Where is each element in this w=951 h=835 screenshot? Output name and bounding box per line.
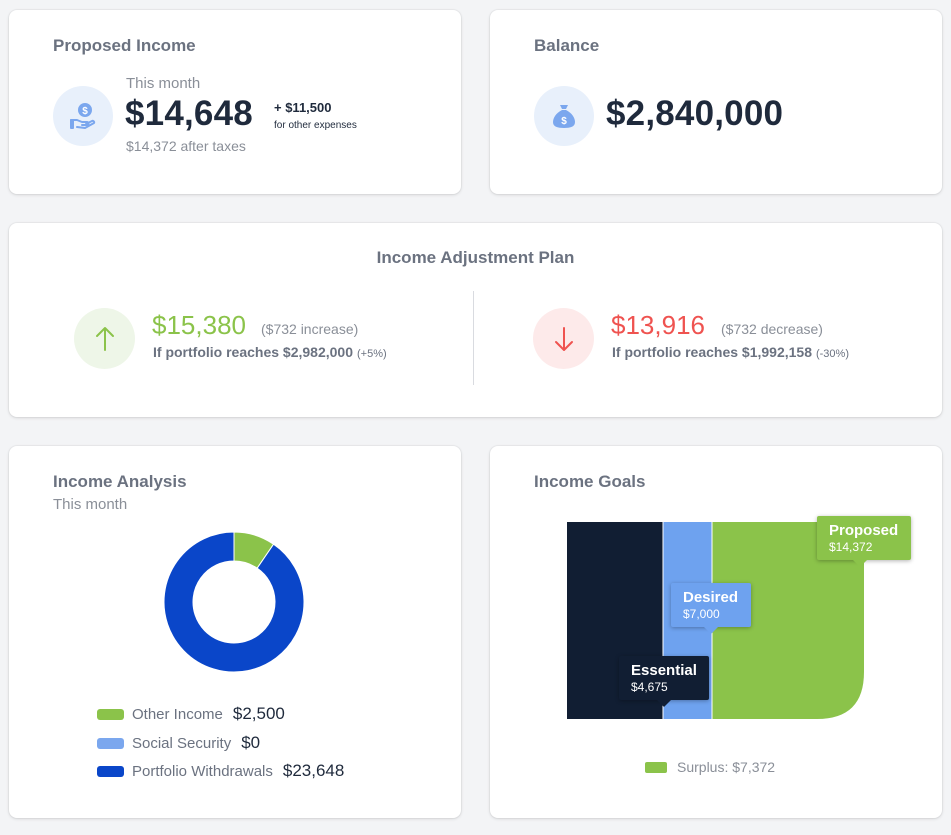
decrease-amount: $13,916 xyxy=(611,310,705,340)
period-label: This month xyxy=(126,75,201,92)
increase-pct: (+5%) xyxy=(356,348,387,360)
decrease-change: ($732 decrease) xyxy=(721,321,823,337)
increase-condition: If portfolio reaches $2,982,000 (+5%) xyxy=(153,344,387,360)
income-adjustment-card: Income Adjustment Plan $15,380 ($732 inc… xyxy=(9,223,942,417)
income-analysis-subtitle: This month xyxy=(53,496,128,513)
money-bag-icon: $ xyxy=(534,86,594,146)
balance-amount: $2,840,000 xyxy=(606,94,784,133)
legend-value: $2,500 xyxy=(232,704,285,723)
surplus-legend: Surplus: $7,372 xyxy=(645,759,775,775)
arrow-down-icon xyxy=(533,308,594,369)
donut-slice-portfolio-withdrawals xyxy=(164,532,304,672)
essential-tooltip: Essential $4,675 xyxy=(619,656,709,707)
proposed-income-title: Proposed Income xyxy=(53,36,196,55)
after-taxes: $14,372 after taxes xyxy=(126,138,246,154)
legend-value: $23,648 xyxy=(282,761,345,780)
adjustment-plan-title: Income Adjustment Plan xyxy=(376,248,575,267)
legend-item-social-security: Social Security $0 xyxy=(97,732,260,754)
desired-tooltip: Desired $7,000 xyxy=(671,583,751,634)
balance-title: Balance xyxy=(534,36,600,55)
desired-tooltip-label: Desired xyxy=(683,589,739,606)
legend-swatch-social-security xyxy=(97,737,124,749)
svg-text:$: $ xyxy=(561,116,567,127)
legend-label: Portfolio Withdrawals xyxy=(132,762,273,780)
svg-text:$: $ xyxy=(82,106,88,117)
decrease-pct: (-30%) xyxy=(815,348,849,360)
proposed-income-card: Proposed Income $ This month $14,648 + $… xyxy=(9,10,461,194)
surplus-swatch xyxy=(645,761,667,773)
legend-label: Social Security xyxy=(132,734,232,752)
essential-tooltip-label: Essential xyxy=(631,662,697,679)
legend-label: Other Income xyxy=(132,705,223,723)
proposed-bar xyxy=(712,522,864,719)
proposed-tooltip-label: Proposed xyxy=(829,522,899,539)
extra-amount: + $11,500 xyxy=(274,100,332,115)
income-analysis-title: Income Analysis xyxy=(53,472,187,491)
legend-swatch-portfolio-withdrawals xyxy=(97,765,124,777)
increase-amount: $15,380 xyxy=(152,310,246,340)
desired-tooltip-value: $7,000 xyxy=(683,607,720,621)
increase-condition-text: If portfolio reaches $2,982,000 xyxy=(153,344,353,360)
legend-item-portfolio-withdrawals: Portfolio Withdrawals $23,648 xyxy=(97,760,344,782)
arrow-up-icon xyxy=(74,308,135,369)
increase-change: ($732 increase) xyxy=(261,321,359,337)
legend-value: $0 xyxy=(241,733,261,752)
proposed-tooltip-value: $14,372 xyxy=(829,540,873,554)
decrease-condition-text: If portfolio reaches $1,992,158 xyxy=(612,344,812,360)
adjustment-divider xyxy=(473,291,474,385)
legend-item-other-income: Other Income $2,500 xyxy=(97,703,285,725)
proposed-tooltip: Proposed $14,372 xyxy=(817,516,911,567)
income-goals-card: Income Goals Proposed $14,372 Desired $7… xyxy=(490,446,942,818)
extra-label: for other expenses xyxy=(274,120,357,131)
balance-card: Balance $ $2,840,000 xyxy=(490,10,942,194)
income-donut-chart xyxy=(164,532,304,672)
income-analysis-card: Income Analysis This month Other Income … xyxy=(9,446,461,818)
decrease-condition: If portfolio reaches $1,992,158 (-30%) xyxy=(612,344,849,360)
hand-dollar-icon: $ xyxy=(53,86,113,146)
essential-tooltip-value: $4,675 xyxy=(631,680,668,694)
legend-swatch-other-income xyxy=(97,708,124,720)
proposed-income-amount: $14,648 xyxy=(125,94,253,133)
surplus-label: Surplus: $7,372 xyxy=(677,759,776,775)
income-goals-title: Income Goals xyxy=(534,472,646,491)
